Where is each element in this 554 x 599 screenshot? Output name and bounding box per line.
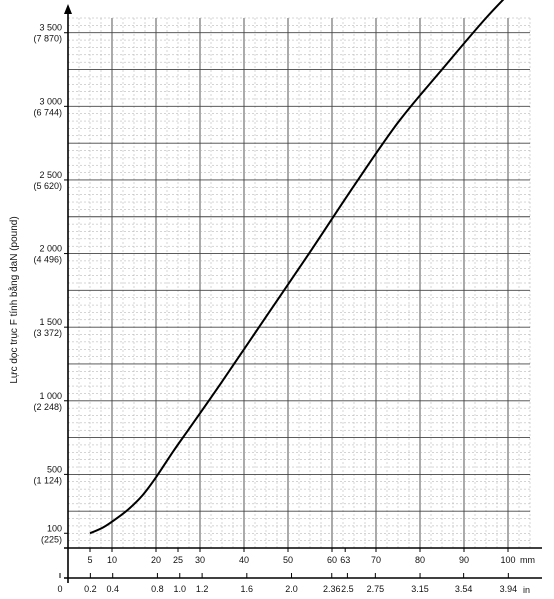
mm-unit-label: mm (520, 555, 535, 565)
x-in-tick-label: 2.0 (285, 584, 298, 594)
x-mm-tick-label: 5 (87, 555, 92, 565)
y-axis-arrow (64, 4, 72, 14)
x-in-tick-label: 0.8 (151, 584, 164, 594)
in-unit-label: in (523, 585, 530, 595)
x-mm-tick-label: 80 (415, 555, 425, 565)
grid (67, 17, 531, 549)
x-in-tick-label: 2.75 (367, 584, 385, 594)
x-in-tick-label: 1.2 (196, 584, 209, 594)
x-in-tick-label: 1.0 (174, 584, 187, 594)
y-tick-sublabel: (4 496) (33, 255, 62, 265)
x-mm-tick-label: 100 (500, 555, 515, 565)
x-mm-tick-label: 90 (459, 555, 469, 565)
x-mm-tick-label: 20 (151, 555, 161, 565)
tick-labels: 100(225)500(1 124)1 000(2 248)1 500(3 37… (33, 23, 517, 594)
y-tick-sublabel: (7 870) (33, 34, 62, 44)
axes (59, 4, 542, 583)
y-tick-sublabel: (5 620) (33, 181, 62, 191)
x-in-tick-label: 3.94 (500, 584, 518, 594)
x-in-tick-label: 1.6 (241, 584, 254, 594)
y-tick-sublabel: (225) (41, 534, 62, 544)
y-tick-sublabel: (2 248) (33, 402, 62, 412)
x-in-tick-label: 3.54 (455, 584, 473, 594)
y-tick-label: 2 500 (39, 170, 62, 180)
x-mm-tick-label: 30 (195, 555, 205, 565)
y-tick-sublabel: (6 744) (33, 107, 62, 117)
x-mm-tick-label: 63 (340, 555, 350, 565)
x-mm-tick-label: 25 (173, 555, 183, 565)
y-axis-title: Lực dọc trục F tính bằng daN (pound) (7, 216, 20, 383)
y-tick-label: 3 000 (39, 96, 62, 106)
y-tick-label: 100 (47, 523, 62, 533)
y-tick-label: 1 000 (39, 391, 62, 401)
y-tick-label: 3 500 (39, 23, 62, 33)
y-tick-label: 1 500 (39, 317, 62, 327)
x-in-tick-label: 0 (57, 584, 62, 594)
x-mm-tick-label: 60 (327, 555, 337, 565)
x-mm-tick-label: 70 (371, 555, 381, 565)
x-in-tick-label: 3.15 (411, 584, 429, 594)
y-tick-label: 2 000 (39, 244, 62, 254)
x-in-tick-label: 2.5 (341, 584, 354, 594)
x-mm-tick-label: 40 (239, 555, 249, 565)
x-in-tick-label: 2.36 (323, 584, 341, 594)
force-curve (89, 0, 505, 535)
y-tick-sublabel: (1 124) (33, 475, 62, 485)
y-tick-label: 500 (47, 464, 62, 474)
x-mm-tick-label: 50 (283, 555, 293, 565)
x-in-tick-label: 0.4 (106, 584, 119, 594)
x-in-tick-label: 0.2 (84, 584, 97, 594)
y-tick-sublabel: (3 372) (33, 328, 62, 338)
x-mm-tick-label: 10 (107, 555, 117, 565)
